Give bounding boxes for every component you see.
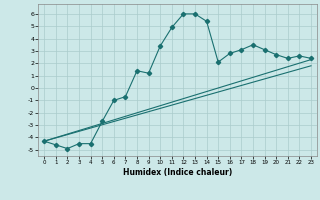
X-axis label: Humidex (Indice chaleur): Humidex (Indice chaleur) (123, 168, 232, 177)
